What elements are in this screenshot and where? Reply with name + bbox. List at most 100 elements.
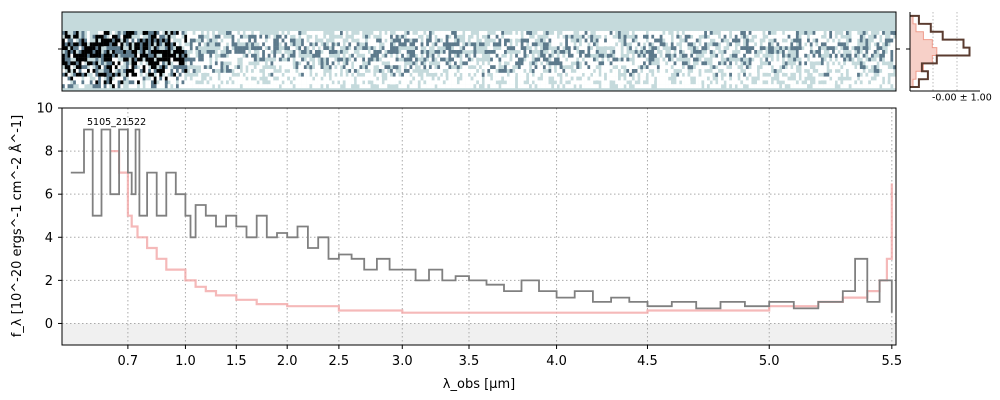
spectrum-2d-pixel [298, 84, 302, 89]
spectrum-2d-pixel [173, 31, 177, 35]
spectrum-2d-pixel [134, 38, 138, 43]
spectrum-2d-pixel [731, 84, 735, 89]
spectrum-2d-pixel [401, 53, 405, 58]
spectrum-2d-pixel [326, 65, 330, 70]
spectrum-2d-pixel [289, 46, 293, 51]
spectrum-2d-pixel [526, 65, 530, 70]
spectrum-2d-pixel [131, 31, 135, 35]
spectrum-2d-pixel [428, 31, 432, 35]
spectrum-2d-pixel [656, 76, 660, 81]
spectrum-2d-pixel [150, 61, 154, 66]
spectrum-2d-pixel [517, 65, 521, 70]
spectrum-2d-pixel [620, 61, 624, 66]
spectrum-2d-pixel [98, 53, 102, 58]
spectrum-2d-pixel [295, 61, 299, 66]
spectrum-2d-pixel [865, 84, 869, 89]
spectrum-2d-pixel [89, 34, 93, 39]
spectrum-2d-pixel [601, 53, 605, 58]
spectrum-2d-pixel [278, 42, 282, 47]
spectrum-2d-pixel [281, 76, 285, 81]
spectrum-2d-pixel [556, 46, 560, 51]
spectrum-2d-pixel [834, 38, 838, 43]
spectrum-2d-pixel [445, 50, 449, 54]
spectrum-2d-pixel [145, 65, 149, 70]
spectrum-2d-pixel [159, 65, 163, 70]
spectrum-2d-pixel [420, 31, 424, 35]
spectrum-2d-pixel [381, 53, 385, 58]
spectrum-2d-pixel [203, 31, 207, 35]
spectrum-2d-pixel [676, 61, 680, 66]
spectrum-2d-pixel [100, 53, 104, 58]
spectrum-2d-pixel [876, 84, 880, 89]
spectrum-2d-pixel [131, 50, 135, 54]
spectrum-2d-pixel [851, 57, 855, 62]
spectrum-2d-pixel [681, 31, 685, 35]
spectrum-2d-pixel [301, 57, 305, 62]
spectrum-2d-pixel [820, 38, 824, 43]
spectrum-2d-pixel [718, 53, 722, 58]
spectrum-2d-pixel [448, 57, 452, 62]
spectrum-2d-pixel [353, 84, 357, 89]
spectrum-2d-pixel [320, 46, 324, 51]
spectrum-2d-pixel [882, 72, 886, 77]
spectrum-2d-frame [61, 11, 897, 92]
spectrum-2d-pixel [156, 50, 160, 54]
spectrum-2d-pixel [615, 42, 619, 47]
spectrum-2d-pixel [790, 72, 794, 77]
spectrum-2d-pixel [334, 65, 338, 70]
spectrum-2d-pixel [554, 53, 558, 58]
spectrum-2d-pixel [164, 50, 168, 54]
spectrum-2d-pixel [370, 61, 374, 66]
spectrum-2d-pixel [537, 57, 541, 62]
spectrum-2d-pixel [142, 46, 146, 51]
spectrum-2d-pixel [395, 72, 399, 77]
spectrum-2d-pixel [84, 69, 88, 73]
spectrum-2d-pixel [748, 57, 752, 62]
spectrum-2d-pixel [551, 80, 555, 85]
spectrum-2d-pixel [759, 80, 763, 85]
spectrum-2d-pixel [723, 69, 727, 73]
spectrum-2d-pixel [484, 69, 488, 73]
spectrum-2d-pixel [81, 80, 85, 85]
spectrum-2d-pixel [334, 57, 338, 62]
spectrum-2d-pixel [125, 84, 129, 89]
spectrum-2d-pixel [870, 61, 874, 66]
spectrum-2d-pixel [645, 69, 649, 73]
spectrum-2d-pixel [206, 69, 210, 73]
spectrum-2d-pixel [462, 80, 466, 85]
spectrum-2d-pixel [292, 53, 296, 58]
spectrum-2d-pixel [832, 34, 836, 39]
spectrum-2d-pixel [273, 57, 277, 62]
spectrum-2d-pixel [267, 61, 271, 66]
spectrum-2d-pixel [384, 50, 388, 54]
spectrum-2d-pixel [95, 61, 99, 66]
spectrum-2d-pixel [273, 42, 277, 47]
spectrum-2d-pixel [807, 80, 811, 85]
spectrum-2d-pixel [837, 31, 841, 35]
spectrum-2d-pixel [615, 72, 619, 77]
spectrum-2d-pixel [718, 38, 722, 43]
spectrum-2d-pixel [376, 50, 380, 54]
spectrum-2d-pixel [362, 53, 366, 58]
spectrum-2d-pixel [704, 53, 708, 58]
spectrum-2d-pixel [790, 80, 794, 85]
spectrum-2d-pixel [845, 61, 849, 66]
spectrum-2d-pixel [256, 76, 260, 81]
spectrum-2d-pixel [887, 46, 891, 51]
spectrum-2d-pixel [128, 31, 132, 35]
spectrum-2d-pixel [837, 42, 841, 47]
spectrum-2d-pixel [175, 80, 179, 85]
spectrum-2d-pixel [570, 76, 574, 81]
spectrum-2d-pixel [314, 46, 318, 51]
spectrum-2d-pixel [706, 72, 710, 77]
spectrum-2d-pixel [248, 53, 252, 58]
spectrum-2d-pixel [826, 57, 830, 62]
spectrum-2d-pixel [109, 34, 113, 39]
spectrum-2d-pixel [498, 57, 502, 62]
spectrum-2d-pixel [287, 46, 291, 51]
spectrum-2d-pixel [262, 76, 266, 81]
spectrum-2d-pixel [862, 65, 866, 70]
spectrum-2d-pixel [845, 80, 849, 85]
spectrum-2d-pixel [442, 38, 446, 43]
spectrum-2d-pixel [615, 76, 619, 81]
